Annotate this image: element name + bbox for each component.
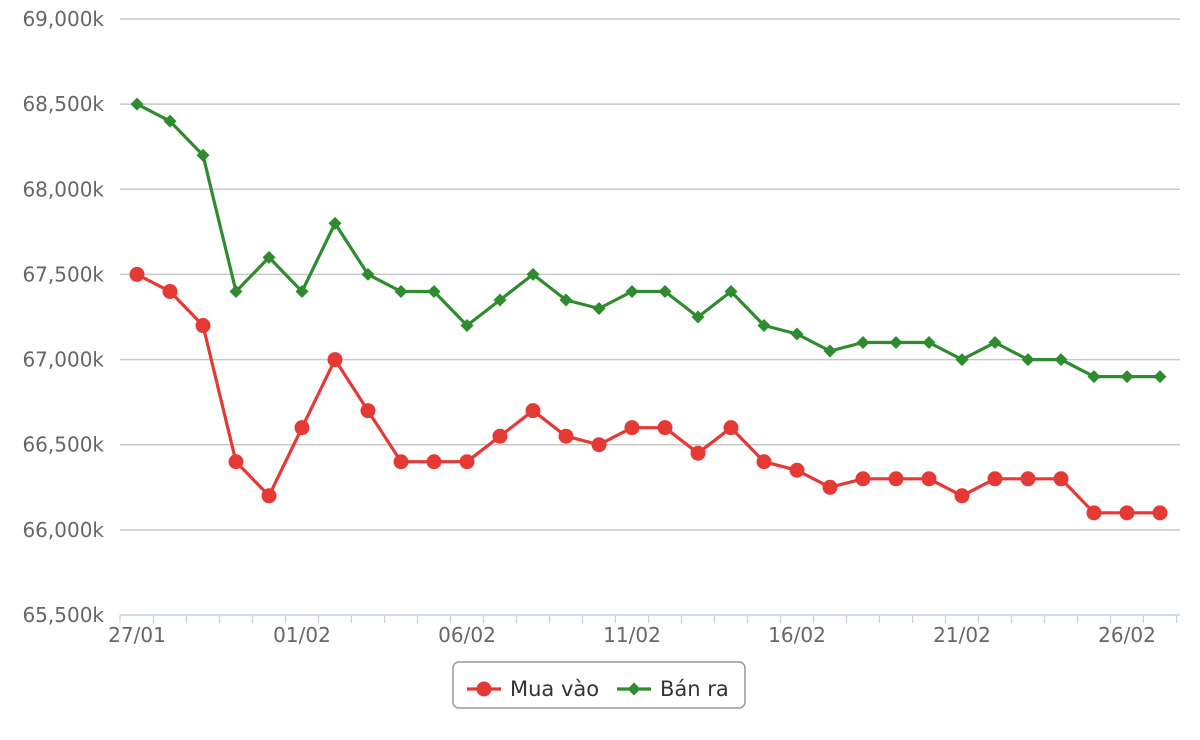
x-tick-label: 01/02 — [273, 623, 331, 647]
data-point-ban-ra — [757, 319, 771, 333]
data-point-mua-vao — [129, 266, 145, 282]
data-point-ban-ra — [460, 319, 474, 333]
x-tick-label: 26/02 — [1098, 623, 1156, 647]
legend-label-mua-vao[interactable]: Mua vào — [510, 677, 599, 701]
data-point-ban-ra — [889, 336, 903, 350]
data-point-ban-ra — [130, 97, 144, 111]
x-tick-label: 06/02 — [438, 623, 496, 647]
legend: Mua vào Bán ra — [452, 661, 746, 709]
data-point-mua-vao — [690, 445, 706, 461]
data-point-ban-ra — [163, 114, 177, 128]
data-point-mua-vao — [987, 471, 1003, 487]
y-tick-label: 66,500k — [22, 433, 104, 457]
data-point-ban-ra — [328, 216, 342, 230]
data-point-mua-vao — [888, 471, 904, 487]
data-point-mua-vao — [525, 403, 541, 419]
data-point-mua-vao — [855, 471, 871, 487]
data-point-mua-vao — [327, 352, 343, 368]
data-point-ban-ra — [394, 284, 408, 298]
data-point-mua-vao — [954, 488, 970, 504]
data-point-ban-ra — [625, 284, 639, 298]
data-point-ban-ra — [658, 284, 672, 298]
data-point-ban-ra — [922, 336, 936, 350]
data-point-ban-ra — [823, 344, 837, 358]
data-point-ban-ra — [493, 293, 507, 307]
data-point-mua-vao — [1152, 505, 1168, 521]
data-point-mua-vao — [1053, 471, 1069, 487]
data-point-mua-vao — [162, 283, 178, 299]
data-point-mua-vao — [789, 462, 805, 478]
y-tick-label: 69,000k — [22, 7, 104, 31]
data-point-ban-ra — [955, 353, 969, 367]
data-point-ban-ra — [262, 250, 276, 264]
data-point-ban-ra — [559, 293, 573, 307]
data-point-mua-vao — [1086, 505, 1102, 521]
legend-marker-mua-vao — [476, 681, 492, 697]
y-tick-label: 66,000k — [22, 518, 104, 542]
y-tick-label: 67,000k — [22, 348, 104, 372]
x-tick-label: 16/02 — [768, 623, 826, 647]
data-point-mua-vao — [558, 428, 574, 444]
data-point-ban-ra — [1120, 370, 1134, 384]
series-line-mua-vao — [136, 272, 1160, 515]
data-point-mua-vao — [360, 403, 376, 419]
data-point-mua-vao — [393, 454, 409, 470]
data-point-ban-ra — [856, 336, 870, 350]
y-tick-label: 68,000k — [22, 177, 104, 201]
data-point-ban-ra — [1087, 370, 1101, 384]
x-tick-label: 21/02 — [933, 623, 991, 647]
data-point-ban-ra — [1054, 353, 1068, 367]
y-tick-label: 65,500k — [22, 603, 104, 627]
data-point-mua-vao — [624, 420, 640, 436]
data-point-mua-vao — [459, 454, 475, 470]
data-point-mua-vao — [822, 479, 838, 495]
data-point-ban-ra — [1153, 370, 1167, 384]
data-point-mua-vao — [921, 471, 937, 487]
y-tick-label: 67,500k — [22, 262, 104, 286]
series-line-ban-ra — [136, 102, 1160, 379]
data-point-ban-ra — [1021, 353, 1035, 367]
data-point-mua-vao — [195, 318, 211, 334]
x-tick-label: 27/01 — [108, 623, 166, 647]
data-point-mua-vao — [756, 454, 772, 470]
data-point-ban-ra — [361, 267, 375, 281]
data-point-mua-vao — [723, 420, 739, 436]
plot-area — [129, 97, 1168, 521]
data-point-ban-ra — [295, 284, 309, 298]
data-point-ban-ra — [988, 336, 1002, 350]
data-point-ban-ra — [229, 284, 243, 298]
data-point-mua-vao — [261, 488, 277, 504]
data-point-mua-vao — [591, 437, 607, 453]
grid-lines — [120, 18, 1180, 531]
data-point-ban-ra — [526, 267, 540, 281]
data-point-ban-ra — [196, 148, 210, 162]
data-point-ban-ra — [592, 301, 606, 315]
data-point-mua-vao — [1119, 505, 1135, 521]
y-tick-label: 68,500k — [22, 92, 104, 116]
data-point-ban-ra — [724, 284, 738, 298]
data-point-mua-vao — [1020, 471, 1036, 487]
data-point-mua-vao — [657, 420, 673, 436]
data-point-ban-ra — [790, 327, 804, 341]
x-tick-label: 11/02 — [603, 623, 661, 647]
x-axis: 27/01 01/02 06/02 11/02 16/02 21/02 26/02 — [108, 614, 1180, 647]
data-point-mua-vao — [492, 428, 508, 444]
legend-box — [452, 661, 746, 709]
data-point-mua-vao — [294, 420, 310, 436]
legend-marker-ban-ra — [627, 682, 641, 696]
data-point-ban-ra — [691, 310, 705, 324]
y-axis: 65,500k 66,000k 66,500k 67,000k 67,500k 68,00… — [22, 7, 104, 627]
data-point-mua-vao — [426, 454, 442, 470]
legend-label-ban-ra[interactable]: Bán ra — [660, 677, 729, 701]
data-point-mua-vao — [228, 454, 244, 470]
data-point-ban-ra — [427, 284, 441, 298]
